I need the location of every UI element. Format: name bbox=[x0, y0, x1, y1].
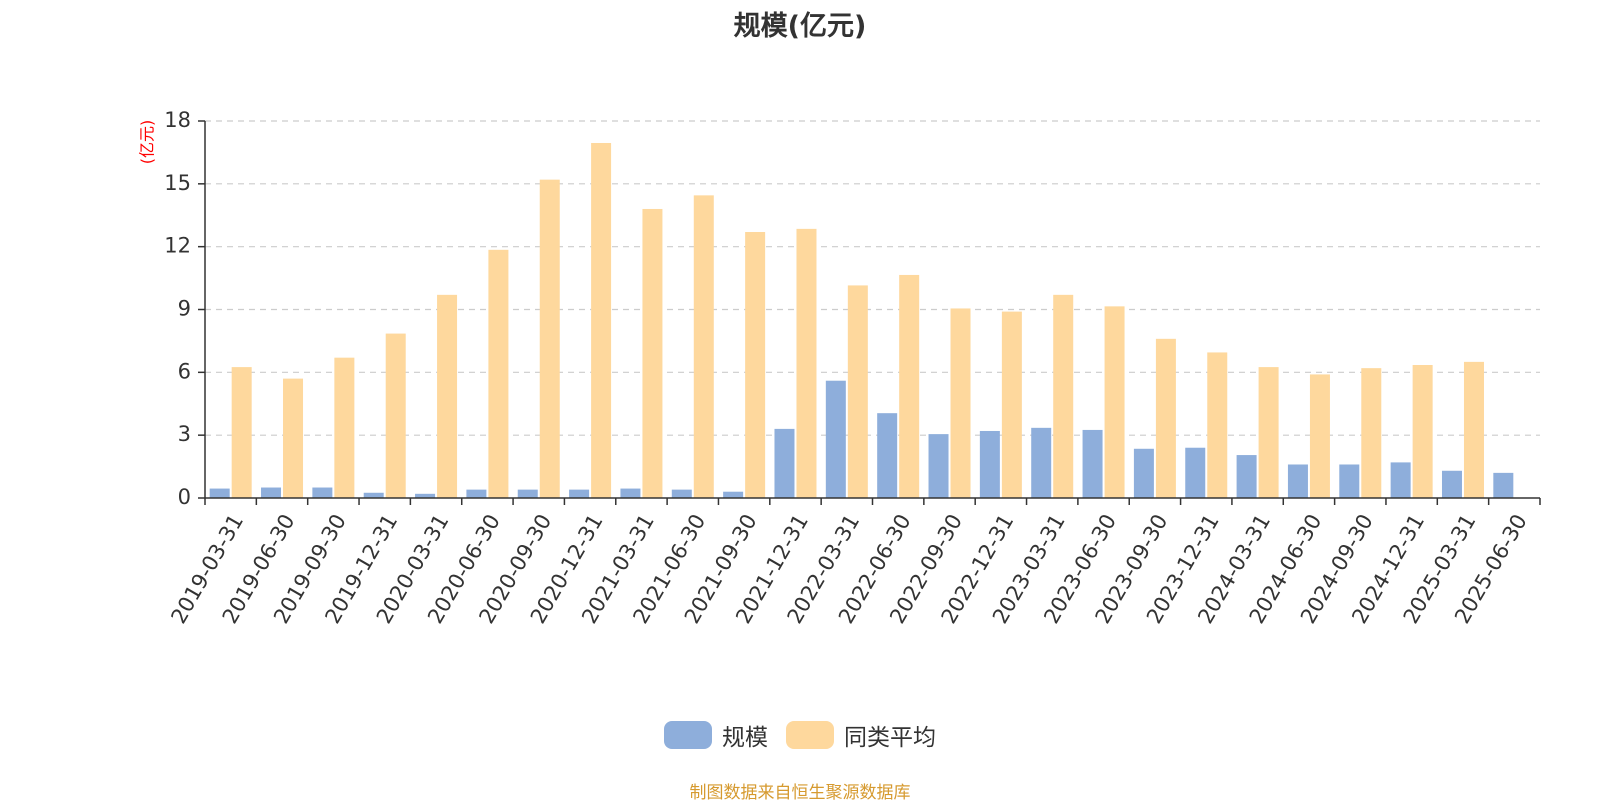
bars bbox=[209, 142, 1514, 498]
bar-scale[interactable] bbox=[312, 487, 333, 498]
bar-scale[interactable] bbox=[363, 492, 384, 498]
bar-peer-average[interactable] bbox=[1053, 294, 1074, 498]
bar-scale[interactable] bbox=[517, 489, 538, 498]
y-tick-label: 0 bbox=[178, 485, 191, 509]
bar-scale[interactable] bbox=[671, 489, 692, 498]
bar-peer-average[interactable] bbox=[1155, 338, 1176, 498]
bar-peer-average[interactable] bbox=[334, 357, 355, 498]
bar-scale[interactable] bbox=[825, 380, 846, 498]
bar-scale[interactable] bbox=[1493, 472, 1514, 498]
bar-peer-average[interactable] bbox=[488, 249, 509, 498]
chart-title: 规模(亿元) bbox=[733, 11, 867, 42]
bar-peer-average[interactable] bbox=[591, 142, 612, 498]
y-tick-label: 6 bbox=[178, 359, 191, 383]
bar-scale[interactable] bbox=[209, 488, 230, 498]
bar-peer-average[interactable] bbox=[1463, 361, 1484, 498]
bar-peer-average[interactable] bbox=[950, 308, 971, 498]
legend-item-peer-average[interactable]: 同类平均 bbox=[786, 718, 936, 752]
bar-peer-average[interactable] bbox=[1412, 365, 1433, 498]
bar-scale[interactable] bbox=[1287, 464, 1308, 498]
bar-scale[interactable] bbox=[979, 430, 1000, 498]
bar-peer-average[interactable] bbox=[796, 228, 817, 498]
grid-lines bbox=[205, 120, 1540, 436]
legend-label-peer-average: 同类平均 bbox=[844, 725, 936, 751]
bar-scale[interactable] bbox=[1339, 464, 1360, 498]
bar-peer-average[interactable] bbox=[1309, 374, 1330, 498]
bar-peer-average[interactable] bbox=[1104, 306, 1125, 498]
legend-item-scale[interactable]: 规模 bbox=[664, 718, 768, 752]
bar-peer-average[interactable] bbox=[437, 294, 458, 498]
legend: 规模 同类平均 bbox=[0, 718, 1600, 752]
bar-peer-average[interactable] bbox=[1258, 367, 1279, 498]
bar-peer-average[interactable] bbox=[1001, 311, 1022, 498]
bar-scale[interactable] bbox=[1236, 455, 1257, 498]
y-tick-label: 18 bbox=[164, 108, 191, 132]
bar-peer-average[interactable] bbox=[385, 333, 406, 498]
bar-scale[interactable] bbox=[261, 487, 282, 498]
y-tick-label: 9 bbox=[178, 297, 191, 321]
bar-peer-average[interactable] bbox=[1361, 368, 1382, 498]
legend-swatch-scale bbox=[664, 721, 712, 749]
bar-scale[interactable] bbox=[877, 413, 898, 498]
y-axis-label: (亿元) bbox=[138, 120, 157, 165]
bar-scale[interactable] bbox=[569, 489, 590, 498]
legend-label-scale: 规模 bbox=[722, 725, 768, 751]
bar-scale[interactable] bbox=[466, 489, 487, 498]
y-tick-label: 3 bbox=[178, 422, 191, 446]
bar-peer-average[interactable] bbox=[693, 195, 714, 498]
bar-scale[interactable] bbox=[1390, 462, 1411, 498]
bar-scale[interactable] bbox=[620, 488, 641, 498]
bar-peer-average[interactable] bbox=[745, 232, 766, 498]
y-tick-label: 15 bbox=[164, 171, 191, 195]
data-source-note: 制图数据来自恒生聚源数据库 bbox=[689, 783, 911, 800]
bar-scale[interactable] bbox=[1441, 470, 1462, 498]
bar-peer-average[interactable] bbox=[283, 378, 304, 498]
y-tick-label: 12 bbox=[164, 234, 191, 258]
bar-scale[interactable] bbox=[1185, 447, 1206, 498]
bar-peer-average[interactable] bbox=[1207, 352, 1228, 498]
bar-scale[interactable] bbox=[723, 491, 744, 498]
bar-scale[interactable] bbox=[415, 493, 436, 498]
bar-scale[interactable] bbox=[1031, 427, 1052, 498]
bar-scale[interactable] bbox=[928, 434, 949, 498]
bar-scale[interactable] bbox=[1133, 448, 1154, 498]
bar-scale[interactable] bbox=[774, 428, 795, 498]
legend-swatch-peer-average bbox=[786, 721, 834, 749]
bar-peer-average[interactable] bbox=[231, 367, 252, 498]
bar-peer-average[interactable] bbox=[899, 274, 920, 498]
bar-scale[interactable] bbox=[1082, 429, 1103, 498]
bar-peer-average[interactable] bbox=[539, 179, 560, 498]
bar-peer-average[interactable] bbox=[642, 208, 663, 498]
bar-peer-average[interactable] bbox=[847, 285, 868, 498]
